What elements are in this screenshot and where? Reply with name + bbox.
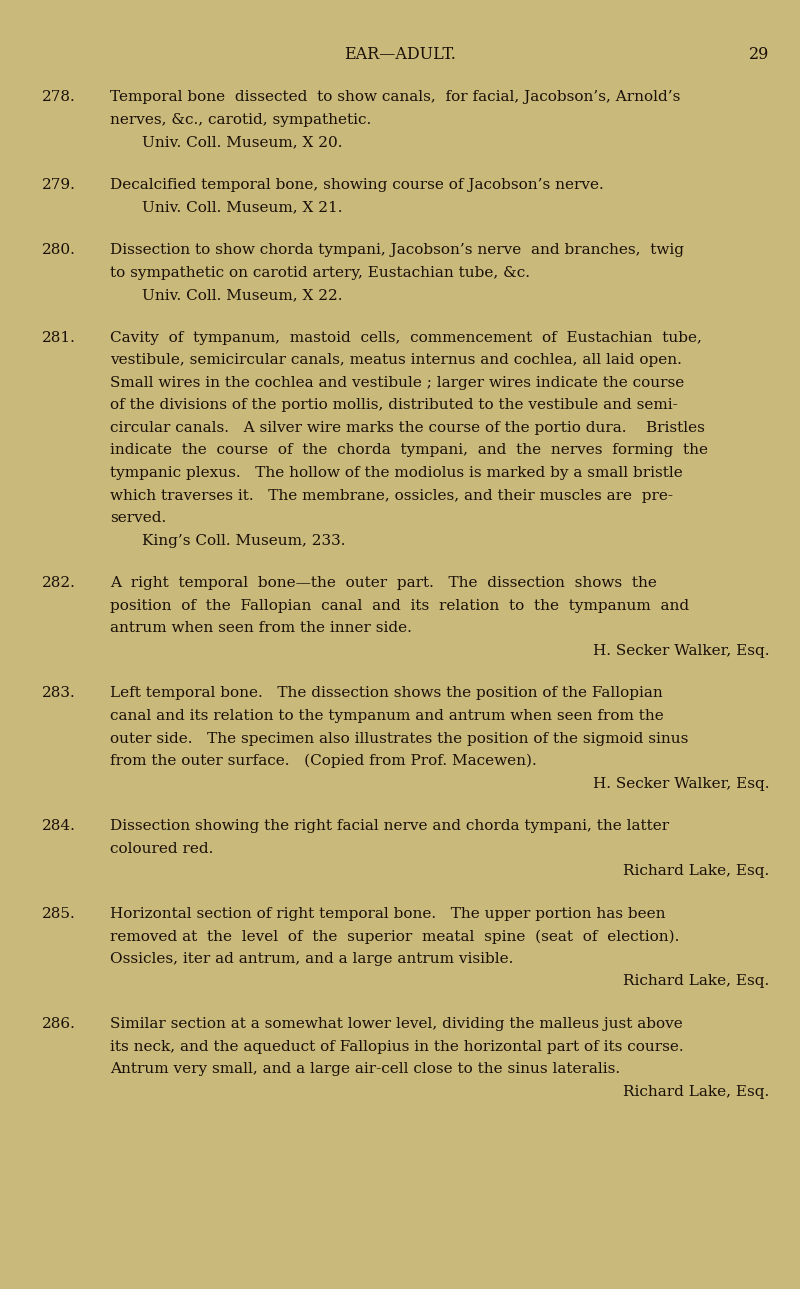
Text: position  of  the  Fallopian  canal  and  its  relation  to  the  tympanum  and: position of the Fallopian canal and its … bbox=[110, 598, 690, 612]
Text: its neck, and the aqueduct of Fallopius in the horizontal part of its course.: its neck, and the aqueduct of Fallopius … bbox=[110, 1039, 684, 1053]
Text: Left temporal bone.   The dissection shows the position of the Fallopian: Left temporal bone. The dissection shows… bbox=[110, 686, 663, 700]
Text: Temporal bone  dissected  to show canals,  for facial, Jacobson’s, Arnold’s: Temporal bone dissected to show canals, … bbox=[110, 90, 681, 104]
Text: served.: served. bbox=[110, 510, 166, 525]
Text: which traverses it.   The membrane, ossicles, and their muscles are  pre-: which traverses it. The membrane, ossicl… bbox=[110, 489, 674, 503]
Text: from the outer surface.   (Copied from Prof. Macewen).: from the outer surface. (Copied from Pro… bbox=[110, 754, 537, 768]
Text: indicate  the  course  of  the  chorda  tympani,  and  the  nerves  forming  the: indicate the course of the chorda tympan… bbox=[110, 443, 709, 458]
Text: vestibule, semicircular canals, meatus internus and cochlea, all laid open.: vestibule, semicircular canals, meatus i… bbox=[110, 353, 682, 367]
Text: Richard Lake, Esq.: Richard Lake, Esq. bbox=[623, 1084, 770, 1098]
Text: Univ. Coll. Museum, X 21.: Univ. Coll. Museum, X 21. bbox=[142, 200, 343, 214]
Text: 286.: 286. bbox=[42, 1017, 75, 1031]
Text: Small wires in the cochlea and vestibule ; larger wires indicate the course: Small wires in the cochlea and vestibule… bbox=[110, 375, 685, 389]
Text: Horizontal section of right temporal bone.   The upper portion has been: Horizontal section of right temporal bon… bbox=[110, 906, 666, 920]
Text: 284.: 284. bbox=[42, 819, 75, 833]
Text: Ossicles, iter ad antrum, and a large antrum visible.: Ossicles, iter ad antrum, and a large an… bbox=[110, 951, 514, 965]
Text: Dissection to show chorda tympani, Jacobson’s nerve  and branches,  twig: Dissection to show chorda tympani, Jacob… bbox=[110, 242, 685, 257]
Text: Univ. Coll. Museum, X 20.: Univ. Coll. Museum, X 20. bbox=[142, 135, 343, 150]
Text: antrum when seen from the inner side.: antrum when seen from the inner side. bbox=[110, 621, 412, 635]
Text: 278.: 278. bbox=[42, 90, 75, 104]
Text: H. Secker Walker, Esq.: H. Secker Walker, Esq. bbox=[593, 776, 770, 790]
Text: King’s Coll. Museum, 233.: King’s Coll. Museum, 233. bbox=[142, 534, 346, 548]
Text: removed at  the  level  of  the  superior  meatal  spine  (seat  of  election).: removed at the level of the superior mea… bbox=[110, 929, 680, 944]
Text: nerves, &c., carotid, sympathetic.: nerves, &c., carotid, sympathetic. bbox=[110, 112, 372, 126]
Text: outer side.   The specimen also illustrates the position of the sigmoid sinus: outer side. The specimen also illustrate… bbox=[110, 731, 689, 745]
Text: A  right  temporal  bone—the  outer  part.   The  dissection  shows  the: A right temporal bone—the outer part. Th… bbox=[110, 576, 658, 590]
Text: 285.: 285. bbox=[42, 906, 75, 920]
Text: 280.: 280. bbox=[42, 242, 75, 257]
Text: Cavity  of  tympanum,  mastoid  cells,  commencement  of  Eustachian  tube,: Cavity of tympanum, mastoid cells, comme… bbox=[110, 330, 702, 344]
Text: Univ. Coll. Museum, X 22.: Univ. Coll. Museum, X 22. bbox=[142, 287, 343, 302]
Text: circular canals.   A silver wire marks the course of the portio dura.    Bristle: circular canals. A silver wire marks the… bbox=[110, 420, 706, 434]
Text: EAR—ADULT.: EAR—ADULT. bbox=[344, 46, 456, 63]
Text: coloured red.: coloured red. bbox=[110, 842, 214, 856]
Text: Richard Lake, Esq.: Richard Lake, Esq. bbox=[623, 974, 770, 989]
Text: Dissection showing the right facial nerve and chorda tympani, the latter: Dissection showing the right facial nerv… bbox=[110, 819, 670, 833]
Text: H. Secker Walker, Esq.: H. Secker Walker, Esq. bbox=[593, 643, 770, 657]
Text: Richard Lake, Esq.: Richard Lake, Esq. bbox=[623, 864, 770, 878]
Text: canal and its relation to the tympanum and antrum when seen from the: canal and its relation to the tympanum a… bbox=[110, 709, 664, 723]
Text: 281.: 281. bbox=[42, 330, 75, 344]
Text: 279.: 279. bbox=[42, 178, 75, 192]
Text: 29: 29 bbox=[750, 46, 770, 63]
Text: 282.: 282. bbox=[42, 576, 75, 590]
Text: 283.: 283. bbox=[42, 686, 75, 700]
Text: of the divisions of the portio mollis, distributed to the vestibule and semi-: of the divisions of the portio mollis, d… bbox=[110, 398, 678, 412]
Text: Decalcified temporal bone, showing course of Jacobson’s nerve.: Decalcified temporal bone, showing cours… bbox=[110, 178, 604, 192]
Text: tympanic plexus.   The hollow of the modiolus is marked by a small bristle: tympanic plexus. The hollow of the modio… bbox=[110, 465, 683, 480]
Text: Similar section at a somewhat lower level, dividing the malleus just above: Similar section at a somewhat lower leve… bbox=[110, 1017, 683, 1031]
Text: to sympathetic on carotid artery, Eustachian tube, &c.: to sympathetic on carotid artery, Eustac… bbox=[110, 266, 530, 280]
Text: Antrum very small, and a large air-cell close to the sinus lateralis.: Antrum very small, and a large air-cell … bbox=[110, 1062, 621, 1076]
